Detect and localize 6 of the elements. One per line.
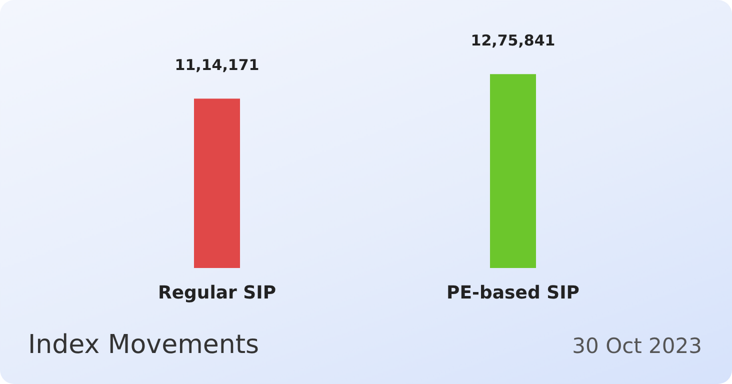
x-tick-label: PE-based SIP bbox=[446, 282, 580, 304]
text: Index Movements bbox=[28, 330, 260, 360]
text: 30 Oct 2023 bbox=[572, 334, 702, 358]
x-tick-label: Regular SIP bbox=[158, 282, 276, 304]
data-label: 12,75,841 bbox=[470, 32, 556, 50]
data-label: 11,14,171 bbox=[174, 56, 260, 74]
